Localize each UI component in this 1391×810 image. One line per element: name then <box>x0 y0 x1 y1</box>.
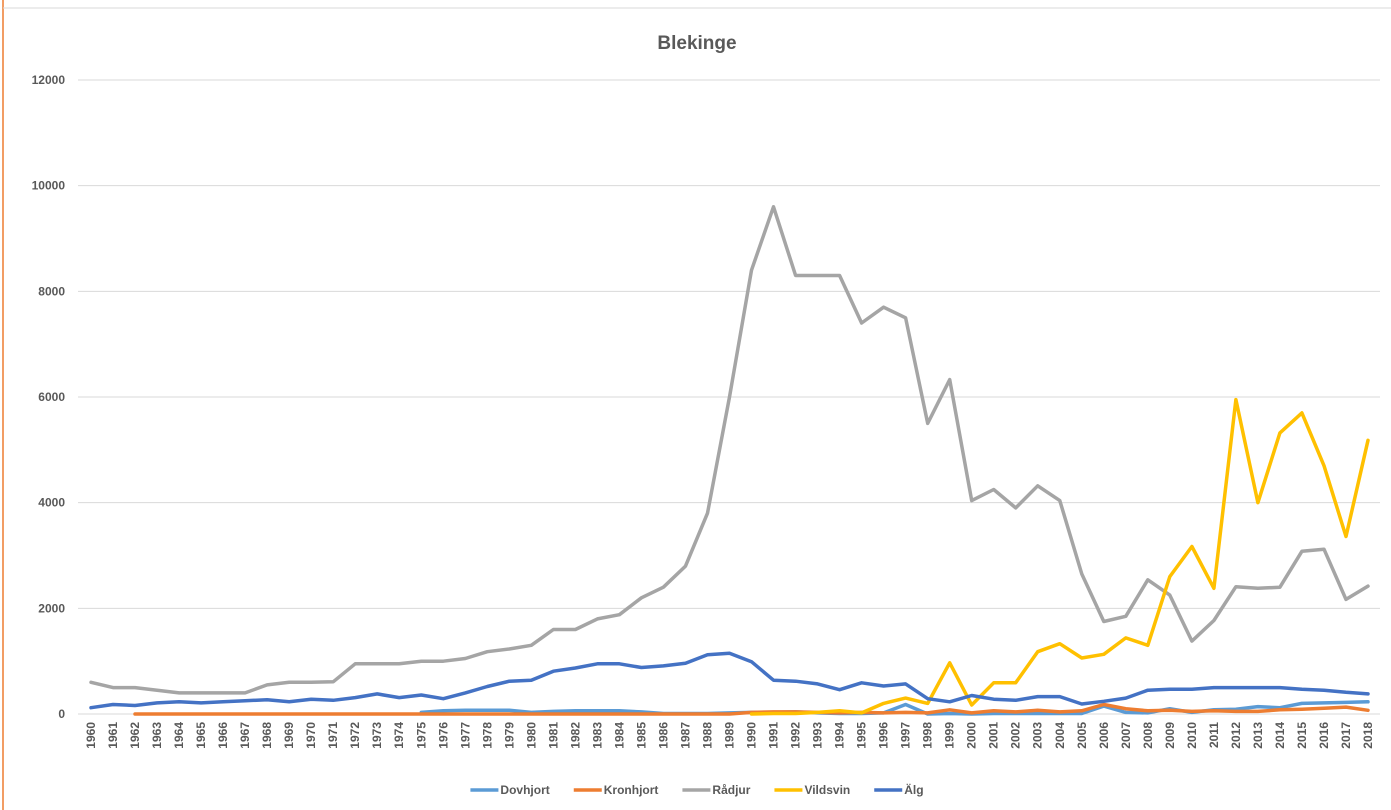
x-tick-label: 1997 <box>899 722 913 749</box>
x-tick-label: 1990 <box>745 722 759 749</box>
x-tick-label: 1992 <box>789 722 803 749</box>
x-tick-label: 1991 <box>767 722 781 749</box>
legend-label: Dovhjort <box>500 783 549 797</box>
x-tick-label: 1968 <box>260 722 274 749</box>
legend-label: Älg <box>904 782 923 797</box>
x-tick-label: 1973 <box>370 722 384 749</box>
y-tick-label: 2000 <box>38 601 65 615</box>
x-tick-label: 1995 <box>855 722 869 749</box>
x-tick-label: 1987 <box>678 722 692 749</box>
x-tick-label: 2001 <box>987 722 1001 749</box>
x-tick-label: 1989 <box>723 722 737 749</box>
x-tick-label: 2018 <box>1361 722 1375 749</box>
x-tick-label: 1961 <box>106 722 120 749</box>
x-tick-label: 1971 <box>326 722 340 749</box>
x-tick-label: 1965 <box>194 722 208 749</box>
x-tick-label: 2017 <box>1339 722 1353 749</box>
y-tick-label: 4000 <box>38 496 65 510</box>
x-tick-label: 1976 <box>436 722 450 749</box>
x-tick-label: 1960 <box>84 722 98 749</box>
x-tick-label: 2004 <box>1053 722 1067 749</box>
x-tick-label: 2000 <box>965 722 979 749</box>
x-tick-label: 1966 <box>216 722 230 749</box>
series-line <box>749 397 1370 716</box>
series-line <box>89 651 1370 710</box>
x-tick-label: 1999 <box>943 722 957 749</box>
y-tick-label: 10000 <box>32 179 66 193</box>
x-tick-label: 2010 <box>1185 722 1199 749</box>
x-tick-label: 2015 <box>1295 722 1309 749</box>
series-line <box>89 205 1370 695</box>
x-tick-label: 2002 <box>1009 722 1023 749</box>
x-tick-label: 2005 <box>1075 722 1089 749</box>
x-tick-label: 1970 <box>304 722 318 749</box>
x-tick-label: 1980 <box>524 722 538 749</box>
x-tick-label: 1979 <box>502 722 516 749</box>
y-tick-label: 6000 <box>38 390 65 404</box>
legend-label: Vildsvin <box>804 783 850 797</box>
x-tick-label: 1974 <box>392 722 406 749</box>
y-tick-label: 0 <box>58 707 65 721</box>
x-tick-label: 1969 <box>282 722 296 749</box>
x-tick-label: 2009 <box>1163 722 1177 749</box>
x-tick-label: 2003 <box>1031 722 1045 749</box>
x-tick-label: 1984 <box>612 722 626 749</box>
x-tick-label: 1978 <box>480 722 494 749</box>
x-tick-label: 1963 <box>150 722 164 749</box>
x-tick-label: 1988 <box>700 722 714 749</box>
y-tick-label: 8000 <box>38 284 65 298</box>
x-tick-label: 1967 <box>238 722 252 749</box>
x-tick-label: 1996 <box>877 722 891 749</box>
x-tick-label: 2007 <box>1119 722 1133 749</box>
y-tick-label: 12000 <box>32 73 66 87</box>
x-tick-label: 2006 <box>1097 722 1111 749</box>
x-tick-label: 1975 <box>414 722 428 749</box>
x-tick-label: 2016 <box>1317 722 1331 749</box>
x-tick-label: 2014 <box>1273 722 1287 749</box>
x-tick-label: 1964 <box>172 722 186 749</box>
x-tick-label: 1977 <box>458 722 472 749</box>
x-tick-label: 2013 <box>1251 722 1265 749</box>
x-tick-label: 1982 <box>568 722 582 749</box>
x-tick-label: 1994 <box>833 722 847 749</box>
x-tick-label: 1972 <box>348 722 362 749</box>
x-tick-label: 2011 <box>1207 722 1221 748</box>
x-tick-label: 2008 <box>1141 722 1155 749</box>
x-tick-label: 1983 <box>590 722 604 749</box>
x-tick-label: 1985 <box>634 722 648 749</box>
x-tick-label: 1981 <box>546 722 560 749</box>
x-tick-label: 2012 <box>1229 722 1243 749</box>
x-tick-label: 1993 <box>811 722 825 749</box>
x-tick-label: 1986 <box>656 722 670 749</box>
x-tick-label: 1962 <box>128 722 142 749</box>
chart-title: Blekinge <box>657 33 736 54</box>
legend-label: Kronhjort <box>604 783 659 797</box>
legend-label: Rådjur <box>712 783 750 797</box>
x-tick-label: 1998 <box>921 722 935 749</box>
